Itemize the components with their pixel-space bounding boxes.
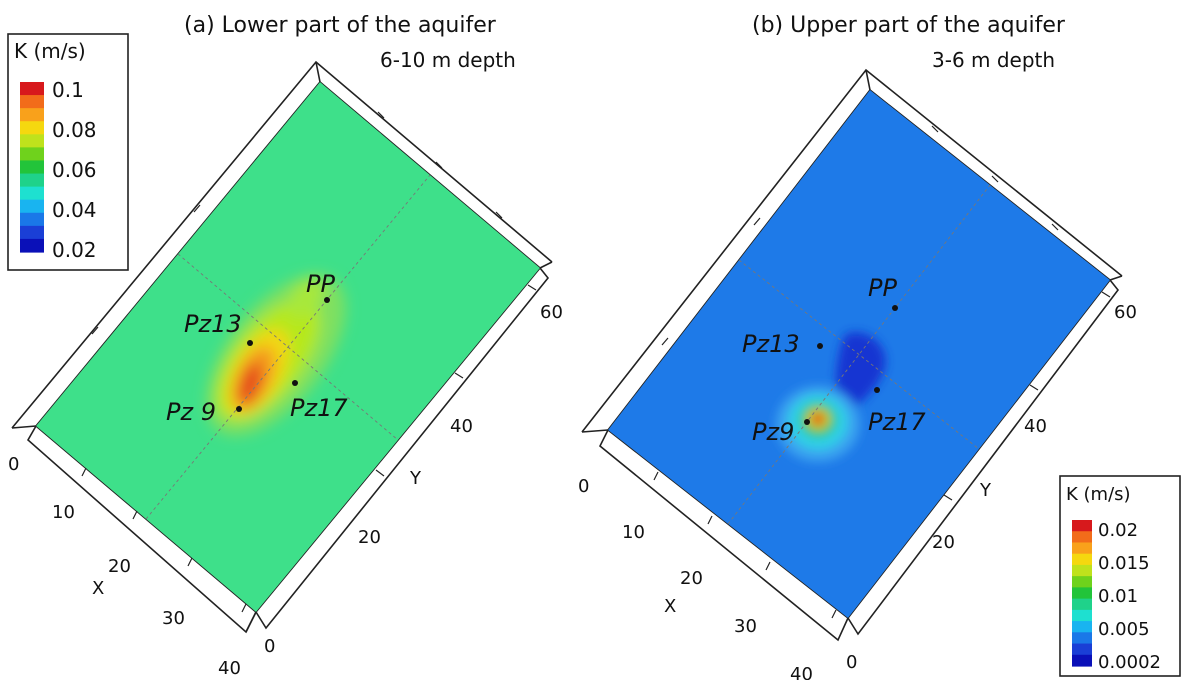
colorbar-swatch — [20, 212, 44, 227]
panel-a-x-axis-label: X — [92, 578, 104, 599]
colorbar-tick-label: 0.1 — [52, 78, 84, 102]
colorbar-title: K (m/s) — [1066, 484, 1131, 505]
y-tick-label: 20 — [358, 527, 381, 548]
well-label-pz13: Pz13 — [184, 310, 242, 338]
x-tick-label: 0 — [578, 476, 589, 497]
y-tick-label: 40 — [1024, 416, 1047, 437]
colorbar-swatch — [20, 186, 44, 201]
colorbar-swatch — [1072, 564, 1092, 577]
well-label-pz9: Pz 9 — [166, 398, 216, 426]
colorbar-swatch — [1072, 542, 1092, 555]
panel-b-field — [608, 90, 1110, 618]
y-tick-label: 60 — [1114, 302, 1137, 323]
colorbar-tick-label: 0.0002 — [1098, 652, 1161, 673]
panel-a-y-axis-label: Y — [409, 468, 422, 489]
colorbar-swatch — [20, 134, 44, 148]
panel-b-y-axis-label: Y — [979, 480, 992, 501]
well-marker-pz9 — [236, 406, 242, 412]
panel-b-wells: PP Pz13 Pz17 Pz9 — [742, 274, 926, 446]
well-marker-pz13 — [817, 343, 823, 349]
y-tick-label: 20 — [932, 532, 955, 553]
panel-b: (b) Upper part of the aquifer 3-6 m dept… — [578, 13, 1137, 680]
colorbar-tick-label: 0.015 — [1098, 553, 1150, 574]
well-marker-pz17 — [874, 387, 880, 393]
colorbar-swatch — [1072, 632, 1092, 645]
colorbar-swatch — [20, 160, 44, 175]
well-marker-pz17 — [292, 380, 298, 386]
y-tick-label: 0 — [846, 652, 857, 673]
well-marker-pp — [892, 305, 898, 311]
x-tick-label: 40 — [218, 658, 241, 679]
colorbar-tick-label: 0.01 — [1098, 586, 1138, 607]
panel-b-x-axis-label: X — [664, 596, 676, 617]
panel-a-y-ticks: 0 20 40 60 — [264, 302, 563, 657]
y-tick-label: 60 — [540, 302, 563, 323]
well-label-pp: PP — [868, 274, 897, 302]
colorbar-swatch — [20, 147, 44, 162]
well-marker-pp — [324, 297, 330, 303]
y-tick-label: 40 — [450, 416, 473, 437]
well-label-pp: PP — [306, 270, 335, 298]
colorbar-title: K (m/s) — [14, 39, 86, 63]
colorbar-swatch — [20, 238, 44, 253]
colorbar-swatch — [20, 95, 44, 109]
panel-b-colorbar: K (m/s) 0.02 0.015 0.01 0.005 0.0002 — [1059, 475, 1181, 677]
well-marker-pz9 — [804, 419, 810, 425]
panel-a-ticks — [81, 111, 537, 613]
panel-a-wells: PP Pz13 Pz17 Pz 9 — [166, 270, 348, 426]
colorbar-swatch — [1072, 520, 1092, 532]
x-tick-label: 10 — [52, 502, 75, 523]
colorbar-swatch — [1072, 598, 1092, 611]
colorbar-swatch — [1072, 621, 1092, 633]
colorbar-tick-label: 0.08 — [52, 118, 97, 142]
colorbar-tick-label: 0.06 — [52, 158, 97, 182]
colorbar-swatch — [1072, 587, 1092, 600]
x-tick-label: 40 — [790, 664, 813, 680]
x-tick-label: 0 — [8, 454, 19, 475]
colorbar-swatch — [1072, 531, 1092, 544]
x-tick-label: 20 — [108, 556, 131, 577]
panel-b-y-ticks: 0 20 40 60 — [846, 302, 1137, 673]
panel-a: (a) Lower part of the aquifer 6-10 m dep… — [8, 13, 563, 679]
panel-a-title: (a) Lower part of the aquifer — [184, 13, 497, 38]
colorbar-swatch — [1072, 609, 1092, 622]
colorbar-tick-label: 0.04 — [52, 198, 97, 222]
panel-b-title: (b) Upper part of the aquifer — [752, 13, 1066, 38]
colorbar-swatch — [20, 82, 44, 96]
well-label-pz13: Pz13 — [742, 330, 800, 358]
panel-b-subtitle: 3-6 m depth — [932, 48, 1055, 72]
colorbar-swatch — [20, 199, 44, 214]
colorbar-swatch — [20, 108, 44, 122]
x-tick-label: 30 — [734, 616, 757, 637]
panel-b-x-ticks: 0 10 20 30 40 — [578, 476, 813, 680]
colorbar-swatch — [20, 225, 44, 240]
colorbar-swatch — [20, 121, 44, 135]
colorbar-swatch — [20, 173, 44, 188]
well-marker-pz13 — [247, 340, 253, 346]
panel-a-field — [36, 82, 540, 612]
colorbar-tick-label: 0.02 — [52, 238, 97, 262]
colorbar-swatch — [1072, 553, 1092, 566]
x-tick-label: 10 — [622, 522, 645, 543]
panel-a-subtitle: 6-10 m depth — [380, 48, 516, 72]
well-label-pz17: Pz17 — [290, 394, 348, 422]
colorbar-tick-label: 0.02 — [1098, 520, 1138, 541]
colorbar-swatch — [1072, 654, 1092, 667]
panel-a-x-ticks: 0 10 20 30 40 — [8, 454, 241, 679]
y-tick-label: 0 — [264, 636, 275, 657]
x-tick-label: 20 — [680, 568, 703, 589]
well-label-pz9: Pz9 — [752, 418, 794, 446]
panel-a-colorbar: K (m/s) 0.1 0.08 0.06 0.04 0.02 — [7, 33, 129, 271]
colorbar-swatch — [1072, 576, 1092, 588]
panel-b-ticks — [653, 125, 1111, 619]
x-tick-label: 30 — [162, 608, 185, 629]
well-label-pz17: Pz17 — [868, 408, 926, 436]
colorbar-swatch — [1072, 643, 1092, 656]
colorbar-tick-label: 0.005 — [1098, 619, 1150, 640]
